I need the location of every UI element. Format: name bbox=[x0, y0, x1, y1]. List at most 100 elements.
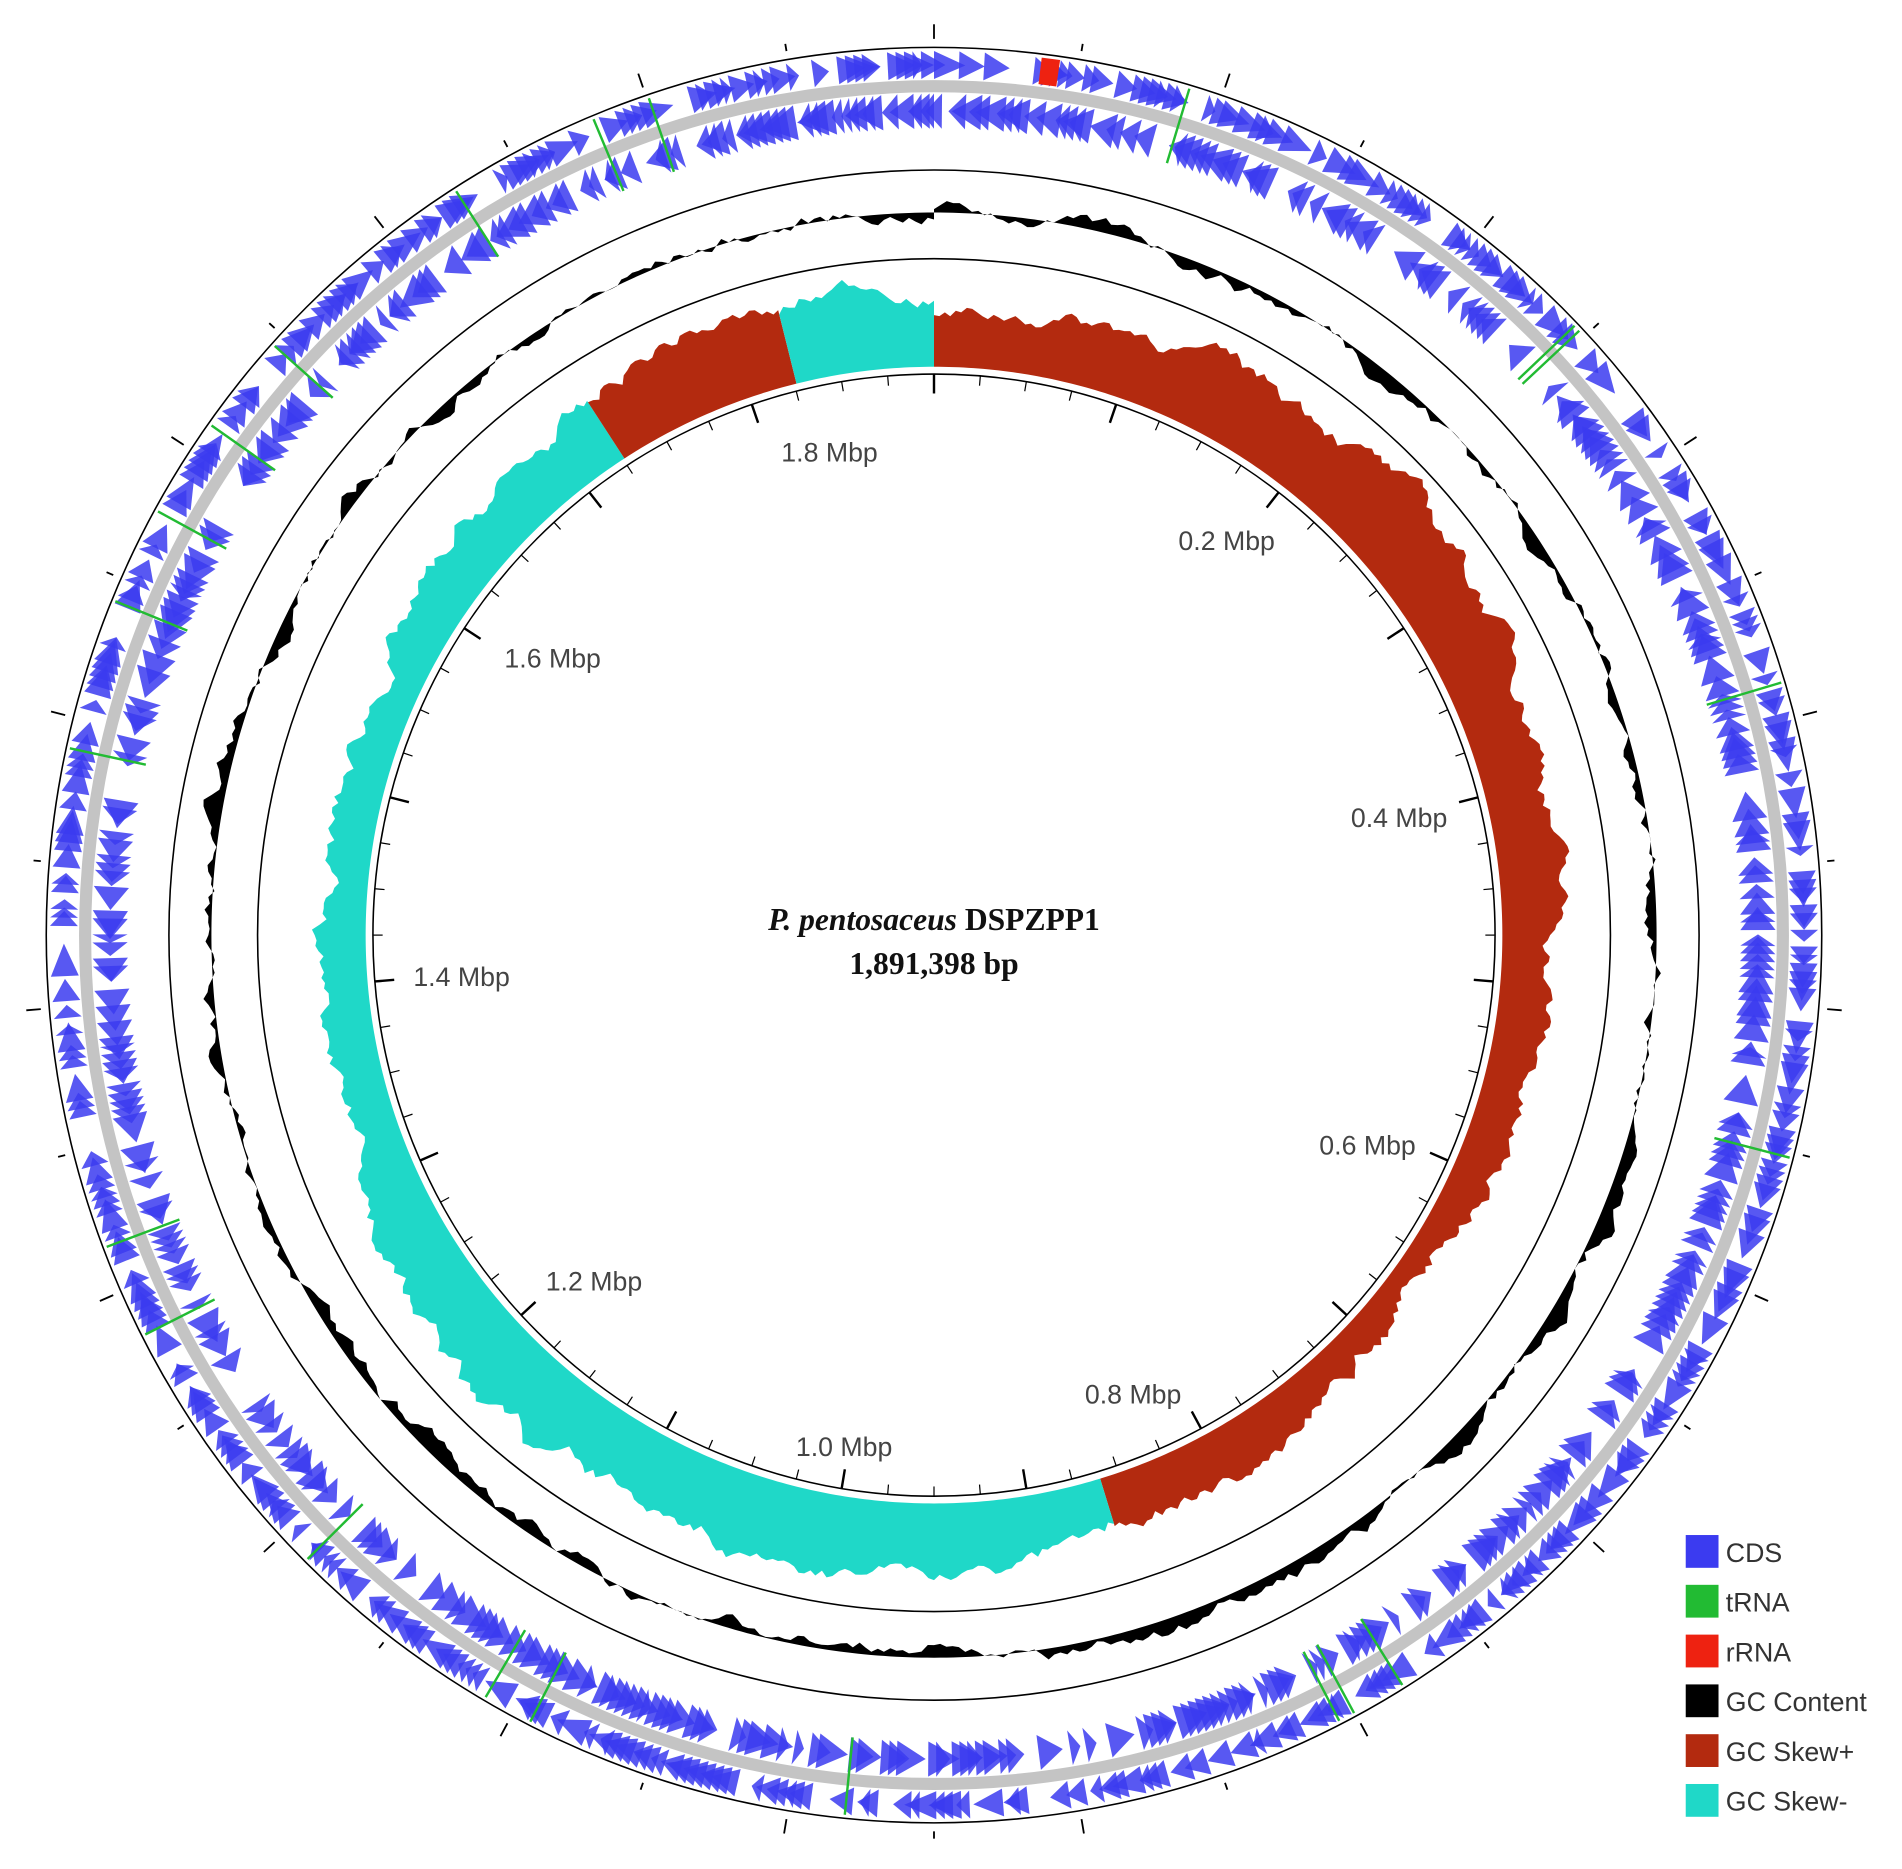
cds-feature bbox=[166, 589, 199, 618]
cds-feature bbox=[137, 664, 171, 699]
cds-feature bbox=[1735, 996, 1771, 1027]
trna-feature bbox=[484, 1629, 527, 1698]
cds-feature bbox=[95, 861, 131, 882]
cds-feature bbox=[1414, 203, 1431, 227]
cds-feature bbox=[722, 118, 739, 153]
inner-tick bbox=[1477, 842, 1488, 845]
cds-feature bbox=[1024, 101, 1047, 136]
cds-feature bbox=[50, 899, 79, 910]
cds-feature bbox=[57, 1022, 86, 1053]
cds-feature bbox=[933, 51, 966, 79]
cds-feature bbox=[49, 910, 78, 927]
cds-feature bbox=[260, 429, 290, 461]
inner-tick bbox=[403, 1113, 413, 1118]
legend-label: rRNA bbox=[1726, 1637, 1791, 1667]
cds-feature bbox=[1222, 154, 1250, 188]
cds-feature bbox=[448, 194, 478, 220]
legend-swatch bbox=[1685, 1584, 1719, 1618]
cds-feature bbox=[98, 1034, 134, 1060]
cds-feature bbox=[1542, 382, 1569, 406]
cds-feature bbox=[765, 105, 799, 141]
inner-tick bbox=[1455, 1113, 1465, 1118]
trna-feature bbox=[1521, 329, 1581, 385]
cds-feature bbox=[620, 150, 643, 184]
genome-size: 1,891,398 bp bbox=[849, 946, 1018, 981]
outer-tick bbox=[1080, 43, 1084, 52]
cds-feature bbox=[1517, 1491, 1543, 1517]
cds-feature bbox=[1447, 227, 1466, 250]
legend-label: GC Skew- bbox=[1726, 1787, 1848, 1817]
gc-skew bbox=[779, 280, 934, 384]
outer-tick bbox=[263, 1541, 276, 1553]
cds-feature bbox=[360, 316, 388, 344]
cds-feature bbox=[904, 1791, 937, 1820]
cds-feature bbox=[1739, 954, 1775, 971]
cds-feature bbox=[125, 703, 159, 736]
cds-feature bbox=[472, 1667, 491, 1692]
cds-feature bbox=[552, 179, 579, 212]
cds-feature bbox=[743, 109, 776, 145]
cds-feature bbox=[50, 875, 79, 894]
inner-tick bbox=[1068, 391, 1073, 401]
backbone-ring bbox=[79, 80, 1789, 1791]
cds-feature bbox=[1597, 1463, 1630, 1498]
cds-feature bbox=[1424, 1633, 1446, 1657]
cds-feature bbox=[1253, 1728, 1268, 1754]
cds-feature bbox=[694, 83, 713, 111]
inner-tick bbox=[840, 1469, 847, 1489]
inner-tick bbox=[1395, 1236, 1405, 1243]
cds-feature bbox=[264, 1424, 293, 1448]
cds-feature bbox=[52, 978, 81, 1003]
cds-feature bbox=[643, 1691, 671, 1725]
outer-tick bbox=[1483, 1641, 1490, 1649]
cds-feature bbox=[79, 699, 107, 715]
cds-feature bbox=[1272, 1715, 1299, 1741]
cds-feature bbox=[589, 165, 607, 199]
cds-feature bbox=[1245, 167, 1279, 200]
cds-feature bbox=[1676, 586, 1710, 622]
cds-feature bbox=[805, 99, 838, 135]
cds-feature bbox=[1716, 1112, 1751, 1138]
cds-feature bbox=[909, 1791, 920, 1820]
cds-feature bbox=[102, 1057, 138, 1084]
inner-tick bbox=[588, 1369, 596, 1379]
cds-feature bbox=[1564, 1501, 1597, 1535]
cds-feature bbox=[127, 559, 154, 584]
cds-feature bbox=[975, 96, 1007, 132]
cds-feature bbox=[112, 1111, 148, 1143]
legend: CDS tRNA rRNA GC Content GC Skew+ GC Skew- bbox=[1685, 1535, 1867, 1817]
trna-feature bbox=[1706, 681, 1782, 706]
cds-feature bbox=[544, 141, 578, 167]
cds-feature bbox=[1252, 1676, 1269, 1709]
inner-tick bbox=[1368, 590, 1378, 597]
cds-feature bbox=[1739, 883, 1775, 900]
trna-feature bbox=[647, 97, 676, 173]
inner-tick bbox=[389, 796, 410, 804]
cds-feature bbox=[1775, 769, 1803, 788]
cds-feature bbox=[69, 1100, 97, 1120]
inner-tick bbox=[708, 1439, 714, 1450]
cds-feature bbox=[1448, 286, 1471, 314]
scale-label: 1.0 Mbp bbox=[796, 1432, 893, 1462]
cds-feature bbox=[1113, 70, 1138, 98]
cds-feature bbox=[450, 1595, 487, 1627]
outer-tick bbox=[378, 1641, 385, 1649]
gc-skew bbox=[587, 310, 797, 459]
cds-feature bbox=[96, 1199, 123, 1218]
cds-feature bbox=[465, 1663, 484, 1687]
inner-tick bbox=[1272, 1369, 1280, 1379]
cds-feature bbox=[417, 264, 448, 293]
cds-feature bbox=[519, 1695, 541, 1721]
scale-label: 1.2 Mbp bbox=[546, 1267, 643, 1297]
cds-feature bbox=[162, 1257, 196, 1281]
cds-feature bbox=[628, 1686, 659, 1720]
outer-tick bbox=[1683, 436, 1698, 446]
cds-feature bbox=[1139, 1764, 1155, 1792]
cds-feature bbox=[124, 575, 151, 591]
cds-feature bbox=[907, 93, 930, 129]
cds-feature bbox=[1347, 220, 1379, 251]
cds-feature bbox=[50, 943, 79, 977]
cds-feature bbox=[997, 1738, 1017, 1775]
trna-feature bbox=[1165, 88, 1191, 164]
